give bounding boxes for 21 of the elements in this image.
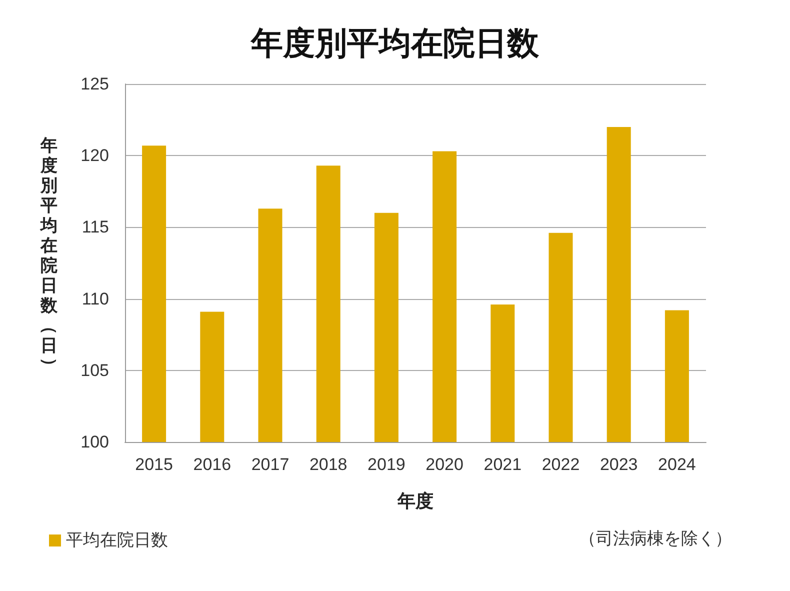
- y-tick-label: 105: [80, 360, 109, 380]
- chart-title: 年度別平均在院日数: [250, 24, 540, 62]
- y-tick-label: 125: [80, 74, 109, 94]
- y-tick-label: 110: [82, 289, 109, 308]
- text: （司法病棟を除く）: [579, 528, 732, 550]
- legend-label: 平均在院日数: [66, 530, 168, 550]
- y-tick-label: 100: [80, 432, 109, 452]
- x-tick-label: 2020: [426, 455, 464, 474]
- x-tick-label: 2019: [368, 455, 406, 474]
- x-tick-label: 2024: [658, 455, 696, 474]
- x-tick-label: 2022: [542, 455, 580, 474]
- x-tick-label: 2021: [484, 455, 522, 474]
- y-tick-label: 115: [82, 218, 109, 237]
- x-axis-title: 年度: [396, 491, 434, 511]
- x-tick-label: 2016: [193, 455, 232, 474]
- y-tick-label: 120: [80, 146, 109, 166]
- x-tick-label: 2017: [251, 455, 290, 474]
- x-tick-label: 2015: [135, 455, 173, 474]
- x-tick-label: 2018: [309, 455, 348, 474]
- text: 年度別平均在院日数（日）: [39, 136, 59, 374]
- x-tick-label: 2023: [600, 455, 638, 474]
